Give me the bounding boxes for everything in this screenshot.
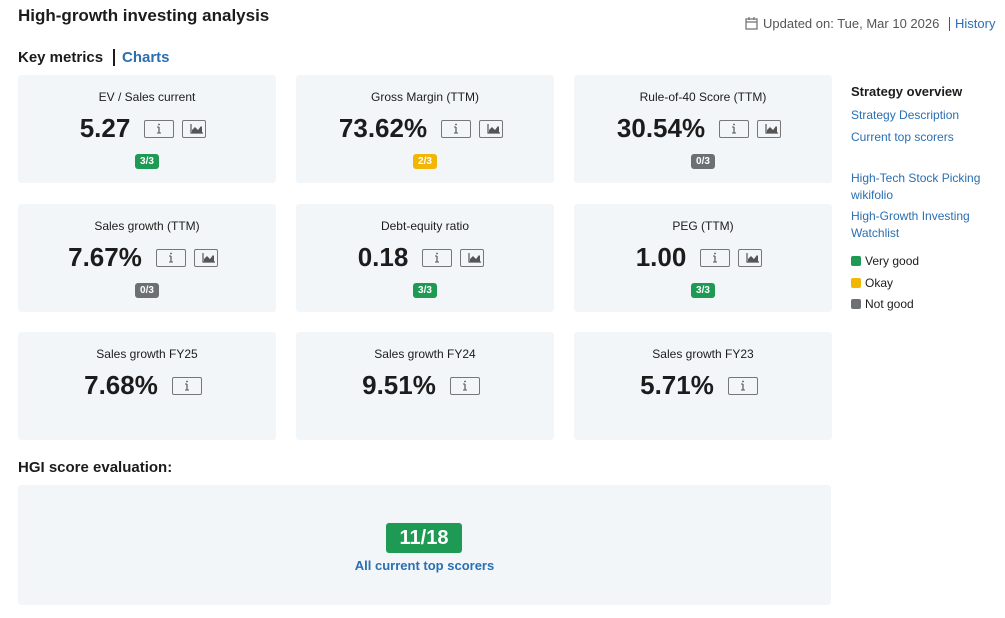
metric-value: 9.51% (362, 370, 436, 400)
metric-row: 0.18 (296, 242, 554, 273)
metric-value: 7.68% (84, 370, 158, 400)
info-button[interactable] (441, 119, 472, 138)
metric-card: Gross Margin (TTM) 73.62% 2/3 (296, 75, 554, 183)
info-button[interactable] (449, 376, 480, 395)
metric-label: Sales growth FY25 (96, 347, 198, 361)
metric-value: 0.18 (357, 242, 409, 272)
metric-card: Sales growth FY24 9.51% (296, 332, 554, 440)
metric-row: 9.51% (296, 370, 554, 401)
page-title: High-growth investing analysis (18, 6, 270, 25)
hgi-score: 11/18 (386, 523, 462, 553)
chart-button[interactable] (738, 248, 763, 267)
sidebar-title: Strategy overview (851, 84, 963, 99)
metric-row: 1.00 (574, 242, 832, 273)
chart-button[interactable] (193, 248, 218, 267)
legend-swatch (851, 277, 861, 288)
score-badge: 0/3 (691, 154, 715, 169)
metric-row: 7.67% (18, 242, 276, 273)
metric-row: 73.62% (296, 113, 554, 144)
metric-value: 1.00 (635, 242, 687, 272)
sidebar-link[interactable]: High-Tech Stock Picking wikifolio (851, 171, 981, 202)
metric-value: 73.62% (338, 113, 428, 143)
evaluation-title: HGI score evaluation: (18, 459, 173, 476)
metric-row: 30.54% (574, 113, 832, 144)
section-title: Key metrics (18, 49, 104, 66)
score-badge: 2/3 (413, 154, 437, 169)
charts-link[interactable]: Charts (122, 49, 170, 66)
metric-label: Sales growth (TTM) (94, 219, 200, 233)
legend-swatch (851, 299, 861, 309)
legend-item: Not good (851, 297, 914, 311)
score-badge: 0/3 (135, 283, 159, 298)
score-badge: 3/3 (135, 154, 159, 169)
metric-card: Debt-equity ratio 0.18 3/3 (296, 204, 554, 312)
top-scorers-link[interactable]: All current top scorers (354, 558, 495, 573)
legend-label: Okay (865, 275, 894, 290)
legend-item: Okay (851, 276, 893, 290)
score-badge: 3/3 (691, 283, 715, 298)
metric-row: 5.27 (18, 113, 276, 144)
divider (113, 49, 115, 66)
metric-label: PEG (TTM) (672, 219, 734, 233)
chart-button[interactable] (182, 119, 207, 138)
info-button[interactable] (719, 119, 750, 138)
legend-swatch (851, 256, 861, 266)
info-button[interactable] (144, 119, 175, 138)
info-button[interactable] (155, 248, 186, 267)
metric-label: Debt-equity ratio (380, 219, 470, 233)
metric-label: Sales growth FY24 (374, 347, 476, 361)
score-badge: 3/3 (413, 283, 437, 298)
history-link[interactable]: History (955, 16, 996, 31)
sidebar-link[interactable]: Current top scorers (851, 130, 954, 144)
chart-button[interactable] (460, 248, 485, 267)
metric-card: Sales growth (TTM) 7.67% 0/3 (18, 204, 276, 312)
info-button[interactable] (700, 248, 731, 267)
updated-date: Updated on: Tue, Mar 10 2026 (763, 16, 940, 31)
metric-label: Gross Margin (TTM) (371, 90, 479, 104)
sidebar-link[interactable]: Strategy Description (851, 108, 960, 122)
legend-label: Not good (865, 297, 914, 311)
info-button[interactable] (727, 376, 758, 395)
chart-button[interactable] (479, 119, 504, 138)
legend-item: Very good (851, 254, 919, 268)
metric-row: 5.71% (574, 370, 832, 401)
metric-card: Sales growth FY25 7.68% (18, 332, 276, 440)
metric-card: Sales growth FY23 5.71% (574, 332, 832, 440)
metric-card: EV / Sales current 5.27 3/3 (18, 75, 276, 183)
calendar-icon (745, 17, 758, 30)
metric-card: Rule-of-40 Score (TTM) 30.54% 0/3 (574, 75, 832, 183)
info-button[interactable] (422, 248, 453, 267)
metric-value: 7.67% (68, 242, 142, 272)
metric-row: 7.68% (18, 370, 276, 401)
metric-label: Sales growth FY23 (652, 347, 754, 361)
metric-label: EV / Sales current (98, 90, 196, 104)
info-button[interactable] (171, 376, 202, 395)
metric-label: Rule-of-40 Score (TTM) (639, 90, 767, 104)
metric-value: 5.71% (640, 370, 714, 400)
sidebar-link[interactable]: High-Growth Investing Watchlist (851, 209, 970, 240)
metric-card: PEG (TTM) 1.00 3/3 (574, 204, 832, 312)
evaluation-box: 11/18 All current top scorers (18, 485, 831, 605)
divider (949, 17, 950, 31)
metric-value: 30.54% (616, 113, 706, 143)
chart-button[interactable] (757, 119, 782, 138)
legend-label: Very good (865, 254, 920, 268)
metric-value: 5.27 (79, 113, 131, 143)
